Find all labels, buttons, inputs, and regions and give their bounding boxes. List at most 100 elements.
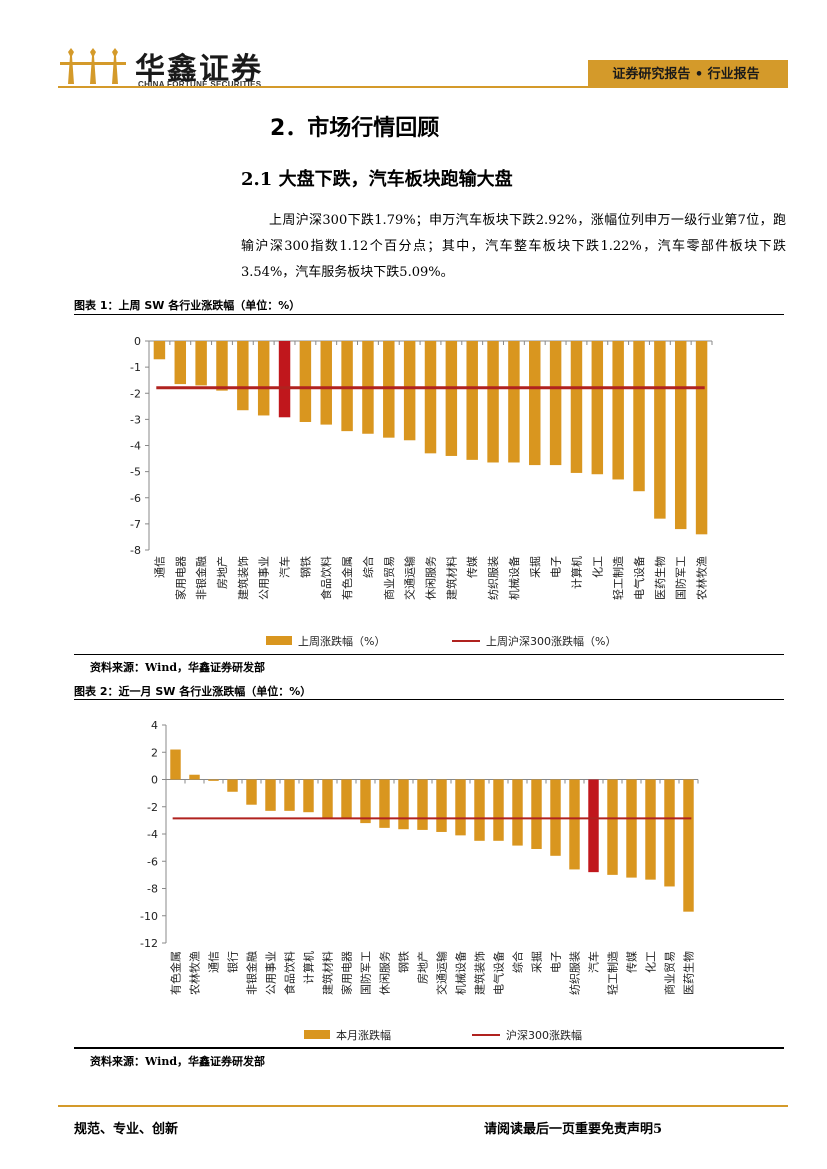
chart1-bar xyxy=(195,341,207,386)
chart2-bar xyxy=(246,779,257,805)
chart2-y-tick-label: 4 xyxy=(151,719,158,732)
chart2-category-label: 传媒 xyxy=(626,951,639,973)
chart1-bar xyxy=(216,341,228,391)
chart2-y-tick-label: -4 xyxy=(147,828,158,841)
figure-2-source: 资料来源：Wind，华鑫证券研发部 xyxy=(90,1055,266,1068)
chart1-category-label: 钢铁 xyxy=(299,556,312,578)
chart2-category-label: 通信 xyxy=(208,951,221,973)
chart1-bar xyxy=(237,341,249,411)
chart2-category-label: 国防军工 xyxy=(359,951,373,995)
chart2-category-label: 建筑材料 xyxy=(321,951,335,995)
figure-2-title: 图表 2：近一月 SW 各行业涨跌幅（单位：%） xyxy=(74,685,312,698)
chart1-y-tick-label: -5 xyxy=(130,466,141,479)
chart2-y-tick-label: -12 xyxy=(140,937,158,950)
chart1-bar xyxy=(695,341,708,535)
chart2-category-label: 食品饮料 xyxy=(283,951,297,995)
chart2-bar xyxy=(493,779,504,841)
chart1-category-label: 房地产 xyxy=(215,556,229,589)
chart1-bar xyxy=(278,341,291,418)
chart1-bar xyxy=(257,341,270,416)
chart1-category-label: 轻工制造 xyxy=(611,556,625,600)
footer-divider xyxy=(58,1105,788,1107)
chart2-legend-label-bars: 本月涨跌幅 xyxy=(336,1028,391,1042)
chart1-y-tick-label: -7 xyxy=(130,518,141,531)
chart1-y-tick-label: -4 xyxy=(130,440,141,453)
chart2-category-label: 农林牧渔 xyxy=(188,951,202,995)
chart1-y-tick-label: -1 xyxy=(130,361,141,374)
chart2-bar xyxy=(474,779,485,841)
chart2-bar xyxy=(189,774,200,780)
chart1-category-label: 电子 xyxy=(550,556,563,578)
chart2-category-label: 化工 xyxy=(644,951,658,973)
chart1-category-label: 电气设备 xyxy=(632,556,646,600)
chart1-category-label: 通信 xyxy=(153,556,166,578)
chart1-category-label: 有色金属 xyxy=(340,556,354,600)
footer-slogan: 规范、专业、创新 xyxy=(74,1122,179,1137)
chart1-legend-label-line: 上周沪深300涨跌幅（%） xyxy=(486,634,616,648)
chart1-bar xyxy=(174,341,187,385)
chart2-bar xyxy=(284,779,295,811)
chart2-bar xyxy=(626,779,637,878)
chart2-bar xyxy=(645,779,656,880)
chart1-bar xyxy=(320,341,332,425)
chart1-category-label: 商业贸易 xyxy=(382,556,396,600)
chart2-y-tick-label: -2 xyxy=(147,801,158,814)
chart1-category-label: 化工 xyxy=(590,556,604,578)
chart1-bar xyxy=(674,341,687,530)
chart2-y-tick-label: -10 xyxy=(140,910,158,923)
chart1-category-label: 采掘 xyxy=(528,556,542,578)
chart1-bar xyxy=(299,341,312,422)
header-divider xyxy=(58,86,788,88)
chart1-bar xyxy=(549,341,562,466)
chart1-category-label: 汽车 xyxy=(278,556,292,578)
chart2-bar xyxy=(512,779,523,846)
chart1-bar xyxy=(487,341,499,463)
figure-1-chart: 0 -1 -2 -3 -4 -5 -6 -7 -8 通信 家用电器 非银金融 房地产 建筑装饰 公用事业 汽车… xyxy=(130,335,713,648)
chart1-bar xyxy=(445,341,458,456)
chart2-category-label: 银行 xyxy=(226,951,240,973)
chart2-category-label: 医药生物 xyxy=(682,951,696,995)
chart1-category-label: 建筑装饰 xyxy=(236,556,250,600)
chart1-category-label: 综合 xyxy=(361,556,375,578)
chart1-bar xyxy=(403,341,416,441)
chart2-category-label: 公用事业 xyxy=(265,951,278,995)
chart1-y-tick-label: -6 xyxy=(130,492,141,505)
chart1-y-tick-label: -3 xyxy=(130,413,141,426)
report-type: 证券研究报告 • 行业报告 xyxy=(612,67,760,82)
footer-disclaimer: 请阅读最后一页重要免责声明5 xyxy=(484,1122,663,1137)
chart2-category-label: 电子 xyxy=(550,951,563,973)
chart1-category-label: 国防军工 xyxy=(674,556,688,600)
chart2-category-label: 家用电器 xyxy=(340,951,354,995)
chart2-legend-swatch-bars xyxy=(304,1030,330,1039)
chart2-category-label: 非银金融 xyxy=(245,951,259,995)
chart1-category-label: 公用事业 xyxy=(258,556,271,600)
chart1-category-label: 传媒 xyxy=(466,556,479,578)
chart2-bar xyxy=(683,779,694,912)
chart1-bar xyxy=(508,341,520,463)
company-logo-icon xyxy=(60,44,126,84)
chart2-bar xyxy=(265,779,276,811)
chart2-category-label: 休闲服务 xyxy=(378,951,392,995)
chart2-y-tick-label: -8 xyxy=(147,883,158,896)
chart2-bar xyxy=(303,779,314,813)
chart2-category-label: 商业贸易 xyxy=(663,951,677,995)
chart1-bar xyxy=(466,341,478,460)
chart1-legend-label-bars: 上周涨跌幅（%） xyxy=(298,634,385,648)
figure-2-chart: 4 2 0 -2 -4 -6 -8 -10 -12 有色金属 农林牧渔 通信 银行 非银金融 公用事业 食品饮… xyxy=(140,719,699,1042)
company-name-en: CHINA FORTUNE SECURITIES xyxy=(138,80,262,89)
chart1-y-tick-label: -2 xyxy=(130,387,141,400)
chart1-y-tick-label: -8 xyxy=(130,544,141,557)
chart2-legend-label-line: 沪深300涨跌幅 xyxy=(506,1028,582,1042)
chart2-category-label: 汽车 xyxy=(587,951,601,973)
figure-1-top-rule xyxy=(74,314,784,315)
section-paragraph: 上周沪深300下跌1.79%；申万汽车板块下跌2.92%，涨幅位列申万一级行业第… xyxy=(241,213,786,280)
chart2-bar xyxy=(322,779,333,819)
section-subtitle: 2.1 大盘下跌，汽车板块跑输大盘 xyxy=(241,169,513,190)
chart1-category-label: 家用电器 xyxy=(173,556,187,600)
chart2-category-label: 综合 xyxy=(511,951,525,973)
chart1-bar xyxy=(612,341,624,480)
header-band xyxy=(588,60,788,86)
chart1-bar xyxy=(341,341,353,432)
chart2-category-label: 轻工制造 xyxy=(606,951,620,995)
chart2-bar xyxy=(341,779,352,820)
